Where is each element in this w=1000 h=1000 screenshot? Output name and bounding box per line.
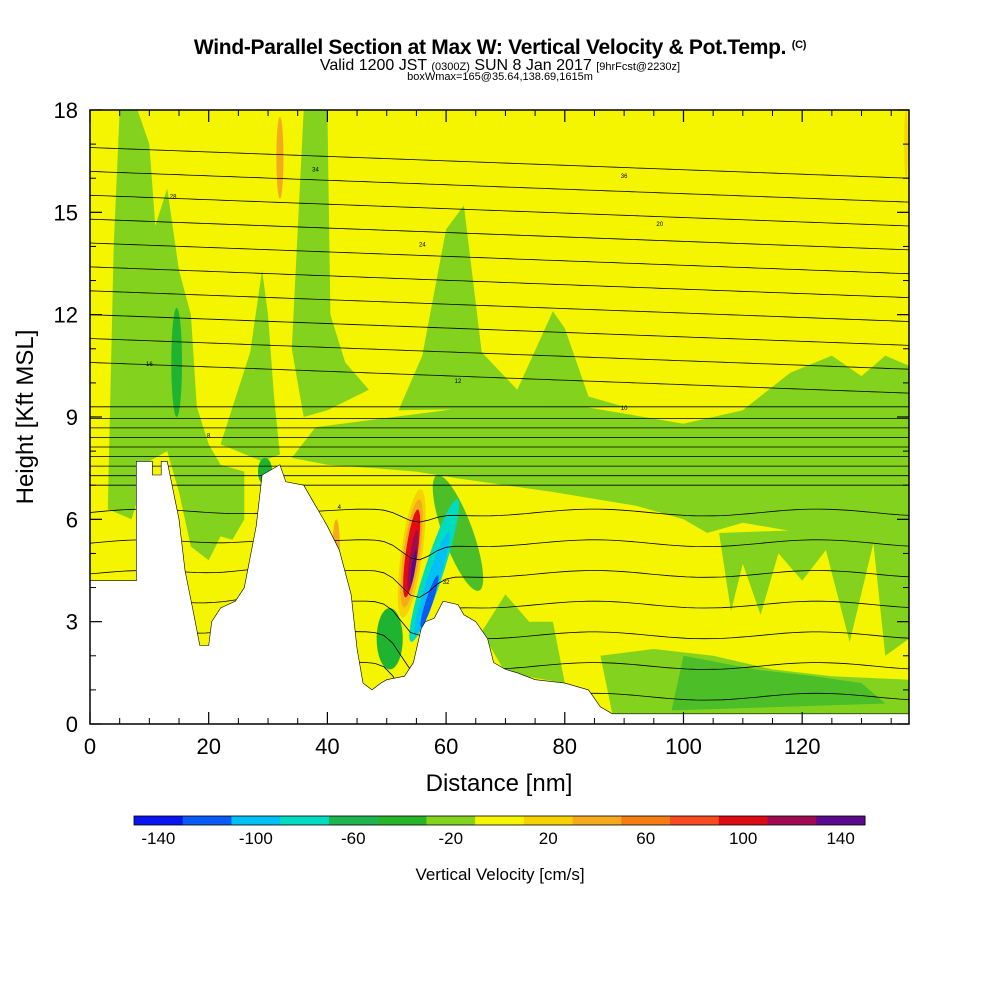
theta-contour-label: 12	[455, 379, 462, 385]
x-tick-label: 80	[553, 734, 577, 759]
downdraft-cyan	[414, 532, 450, 637]
y-tick-label: 3	[66, 610, 78, 635]
x-tick-label: 20	[196, 734, 220, 759]
colorbar-swatch	[426, 816, 476, 825]
colorbar-tick-label: 100	[729, 829, 757, 848]
downdraft-drips-right	[719, 526, 909, 656]
theta-contour-label: 32	[443, 580, 450, 586]
colorbar-swatch	[523, 816, 574, 825]
theta-contour	[90, 595, 909, 636]
x-tick-label: 0	[84, 734, 96, 759]
y-tick-label: 9	[66, 405, 78, 430]
colorbar-tick-label: 60	[636, 829, 655, 848]
theta-contour	[90, 290, 909, 322]
theta-contour	[90, 171, 909, 203]
terrain-layer	[90, 461, 909, 724]
theta-contour-label: 20	[656, 222, 663, 228]
copyright-mark: (C)	[791, 39, 807, 51]
colorbar-swatch	[328, 816, 379, 825]
colorbar-frame	[133, 815, 866, 826]
x-tick-label: 60	[434, 734, 458, 759]
theta-contour-label: 4	[338, 505, 342, 511]
colorbar-tick-label: -20	[438, 829, 463, 848]
theta-contour	[90, 147, 909, 179]
colorbar-tick-label: -140	[141, 829, 175, 848]
y-tick-label: 12	[54, 303, 78, 328]
theta-contour	[90, 194, 909, 227]
theta-contour-label: 34	[312, 167, 319, 173]
colorbar-swatch	[621, 816, 671, 825]
updraft-spot-top	[276, 116, 284, 199]
colorbar-swatch	[572, 816, 622, 825]
colorbar-tick-label: -60	[341, 829, 366, 848]
x-tick-label: 120	[784, 734, 821, 759]
theta-contour	[90, 314, 909, 346]
colorbar-swatch	[280, 816, 330, 825]
x-axis-title: Distance [nm]	[426, 770, 573, 797]
colorbar-swatch	[182, 816, 232, 825]
theta-contour-label: 10	[621, 406, 628, 412]
chart-title: Wind-Parallel Section at Max W: Vertical…	[0, 36, 1000, 60]
title-block: Wind-Parallel Section at Max W: Vertical…	[0, 36, 1000, 83]
colorbar-swatch	[377, 816, 427, 825]
colorbar-swatch	[134, 816, 184, 825]
colorbar-swatch	[718, 816, 769, 825]
theta-contour	[90, 539, 909, 561]
colorbar-swatch	[475, 816, 525, 825]
theta-contour	[90, 266, 909, 298]
colorbar-tick-label: -100	[239, 829, 273, 848]
x-tick-label: 40	[315, 734, 339, 759]
colorbar-tick-label: 140	[826, 829, 854, 848]
downdraft-blue	[420, 575, 439, 628]
colorbar-swatch	[767, 816, 817, 825]
terrain-shape	[90, 461, 909, 724]
colorbar: -140 -100 -60 -20 20 60 100 140	[133, 815, 866, 848]
colorbar-swatch	[816, 816, 866, 825]
downdraft-surface-right-core	[671, 655, 886, 711]
theta-contour	[90, 338, 909, 370]
theta-contour	[90, 218, 909, 251]
downdraft-band	[291, 355, 909, 547]
theta-contour-label: 36	[621, 174, 628, 180]
downdraft-core-valley	[376, 608, 403, 670]
theta-contour	[90, 362, 909, 394]
colorbar-swatch	[670, 816, 720, 825]
subtitle-valid: Valid 1200 JST	[319, 57, 427, 74]
subtitle-utc: (0300Z)	[431, 61, 470, 73]
chart-subtitle: Valid 1200 JST (0300Z) SUN 8 Jan 2017 [9…	[0, 57, 1000, 75]
downdraft-plume-left	[291, 110, 369, 417]
downdraft-low-mid	[481, 594, 565, 684]
chart-subtitle-2: boxWmax=165@35.64,138.69,1615m	[407, 71, 593, 83]
downdraft-plume-left-2	[220, 270, 280, 462]
colorbar-title: Vertical Velocity [cm/s]	[415, 865, 584, 884]
downdraft-core-left	[171, 307, 182, 417]
theta-contour-label: 16	[146, 362, 153, 368]
y-tick-label: 15	[54, 200, 78, 225]
subtitle-date: SUN 8 Jan 2017	[474, 57, 592, 74]
downdraft-core-lee	[432, 475, 484, 591]
x-tick-label: 100	[665, 734, 702, 759]
y-tick-label: 18	[54, 98, 78, 123]
subtitle-fcst: [9hrFcst@2230z]	[596, 61, 681, 73]
y-axis-title: Height [Kft MSL]	[12, 330, 39, 505]
colorbar-swatch	[231, 816, 281, 825]
y-tick-label: 0	[66, 712, 78, 737]
theta-contour-label: 28	[170, 195, 177, 201]
theta-contour-label: 8	[207, 433, 211, 439]
colorbar-tick-label: 20	[539, 829, 558, 848]
y-tick-label: 6	[66, 507, 78, 532]
theta-contour	[90, 508, 909, 523]
theta-contour-label: 24	[419, 242, 426, 248]
theta-contour	[90, 567, 909, 598]
theta-contour	[90, 242, 909, 275]
chart-title-text: Wind-Parallel Section at Max W: Vertical…	[193, 36, 787, 59]
